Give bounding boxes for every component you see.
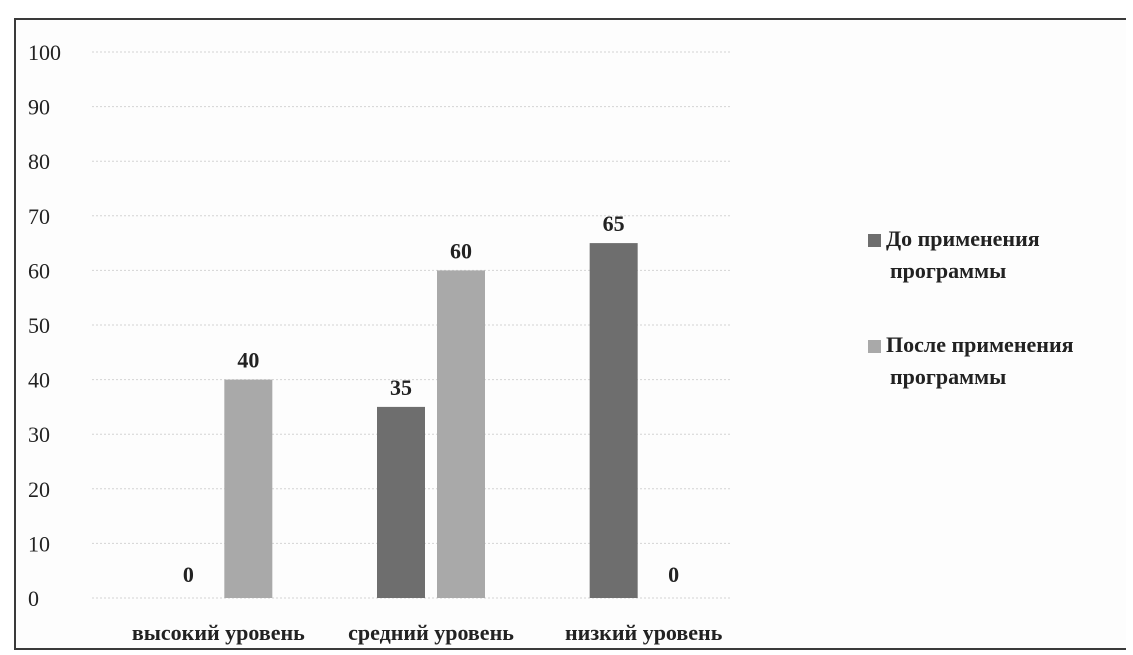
y-tick-label: 70 xyxy=(28,204,50,229)
legend-label: программы xyxy=(890,258,1006,283)
x-category-label: низкий уровень xyxy=(565,620,723,645)
y-axis-ticks: 0 10 20 30 40 50 60 70 80 90 100 xyxy=(28,40,61,611)
legend-swatch xyxy=(868,340,881,353)
bar xyxy=(224,379,273,598)
legend-label: программы xyxy=(890,364,1006,389)
data-label: 40 xyxy=(237,348,259,373)
data-labels: 0 40 35 60 65 0 xyxy=(183,211,679,587)
y-tick-label: 10 xyxy=(28,531,50,556)
bars xyxy=(224,243,638,598)
data-label: 35 xyxy=(390,375,412,400)
data-label: 0 xyxy=(668,562,679,587)
y-tick-label: 100 xyxy=(28,40,61,65)
legend: До применения программы После применения пр… xyxy=(868,226,1074,389)
chart-frame xyxy=(14,18,1126,650)
x-category-label: высокий уровень xyxy=(132,620,305,645)
bar xyxy=(589,243,638,598)
legend-label: До применения xyxy=(886,226,1040,251)
y-tick-label: 60 xyxy=(28,258,50,283)
y-tick-label: 0 xyxy=(28,586,39,611)
data-label: 60 xyxy=(450,238,472,263)
y-tick-label: 80 xyxy=(28,149,50,174)
x-axis-categories: высокий уровень средний уровень низкий уро… xyxy=(132,620,723,645)
y-tick-label: 40 xyxy=(28,368,50,393)
bar xyxy=(437,270,485,598)
y-tick-label: 50 xyxy=(28,313,50,338)
x-category-label: средний уровень xyxy=(348,620,514,645)
y-tick-label: 20 xyxy=(28,477,50,502)
legend-label: После применения xyxy=(886,332,1074,357)
legend-swatch xyxy=(868,234,881,247)
data-label: 0 xyxy=(183,562,194,587)
y-tick-label: 30 xyxy=(28,422,50,447)
y-tick-label: 90 xyxy=(28,95,50,120)
bar xyxy=(377,406,425,598)
data-label: 65 xyxy=(603,211,625,236)
